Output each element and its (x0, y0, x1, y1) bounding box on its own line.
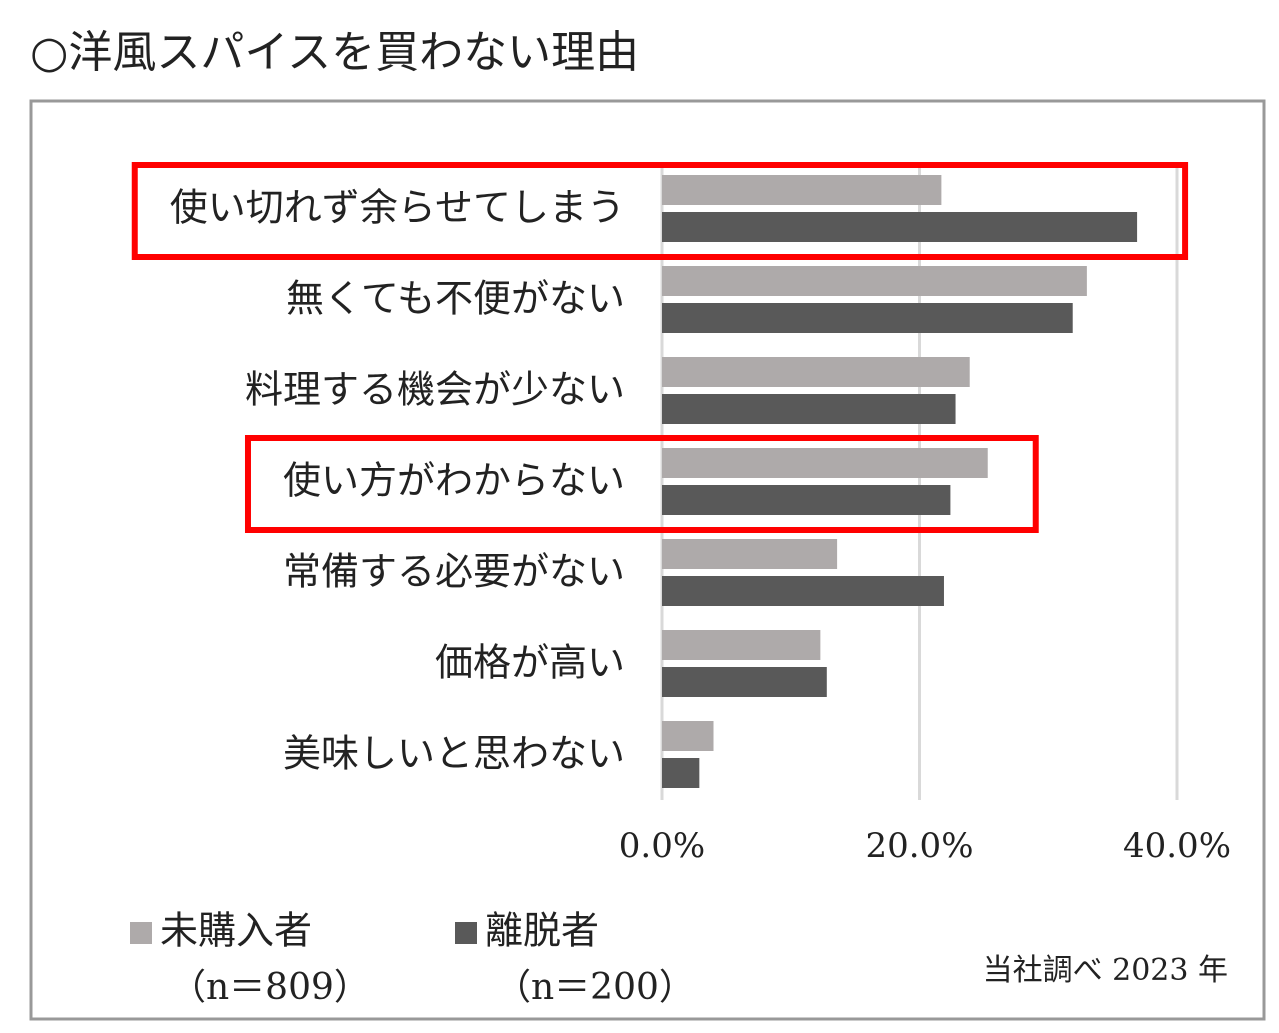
bar (662, 357, 970, 387)
category-label: 美味しいと思わない (283, 732, 625, 776)
x-tick-label: 0.0% (619, 826, 705, 866)
bar (662, 539, 838, 569)
bar (662, 576, 944, 606)
category-label: 料理する機会が少ない (245, 368, 625, 412)
highlight-box (244, 435, 1039, 533)
bar (662, 266, 1087, 296)
bar (662, 721, 714, 751)
category-label: 無くても不便がない (286, 277, 625, 321)
bar (662, 303, 1073, 333)
x-tick-label: 40.0% (1123, 826, 1231, 866)
bar (662, 667, 827, 697)
category-label: 使い方がわからない (283, 459, 625, 503)
chart-title: ○洋風スパイスを買わない理由 (30, 27, 639, 78)
bar (662, 175, 942, 205)
legend-sample-size: （n＝809） (170, 967, 370, 1008)
legend-label: 未購入者 (160, 909, 312, 953)
bar (662, 394, 956, 424)
legend-swatch (455, 922, 477, 944)
chart-frame (29, 99, 1266, 1021)
bar (662, 448, 988, 478)
bar (662, 630, 821, 660)
category-label: 常備する必要がない (283, 550, 625, 594)
bar (662, 485, 951, 515)
x-tick-label: 20.0% (865, 826, 973, 866)
category-label: 使い切れず余らせてしまう (170, 186, 625, 230)
bar (662, 758, 700, 788)
category-label: 価格が高い (435, 641, 625, 685)
bar (662, 212, 1138, 242)
legend-label: 離脱者 (485, 909, 599, 953)
highlight-box (131, 162, 1189, 260)
source-note: 当社調べ 2023 年 (983, 953, 1228, 988)
legend-sample-size: （n＝200） (495, 967, 695, 1008)
legend-swatch (130, 922, 152, 944)
